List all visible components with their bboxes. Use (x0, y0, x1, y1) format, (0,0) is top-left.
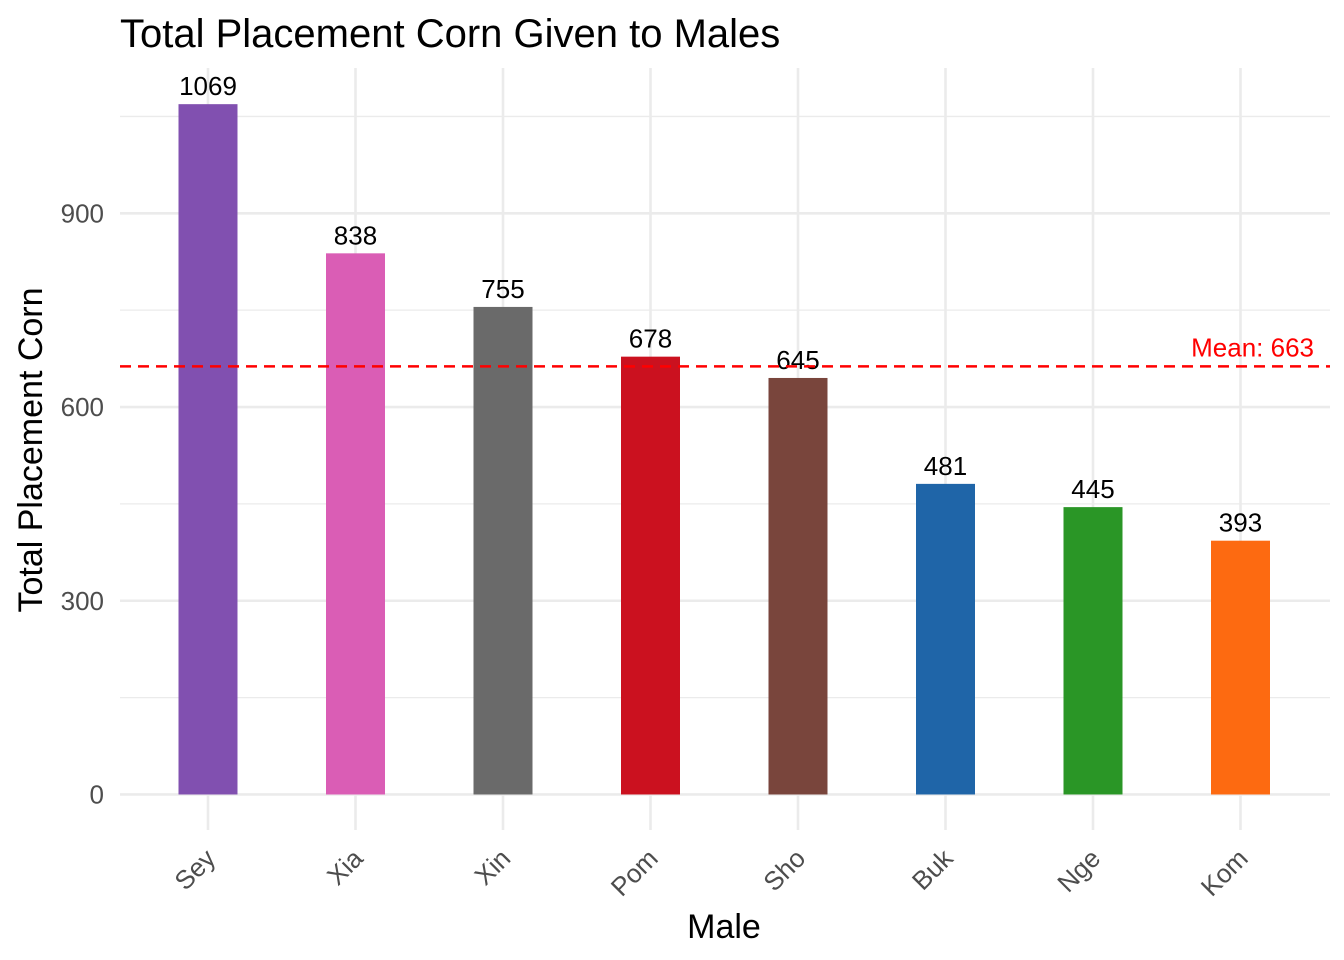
data-label-buk: 481 (924, 451, 967, 481)
data-labels-group: 1069 838 755 678 645 481 445 393 (179, 71, 1262, 538)
mean-label: Mean: 663 (1191, 332, 1314, 362)
bars-group (178, 104, 1270, 795)
data-label-xin: 755 (481, 274, 524, 304)
bar-nge (1063, 507, 1123, 795)
bar-kom (1211, 540, 1270, 795)
y-tick-label: 300 (61, 586, 104, 616)
data-label-sey: 1069 (179, 71, 237, 101)
minor-gridlines (120, 115, 1330, 699)
x-axis-title: Male (687, 908, 761, 946)
y-axis-tick-labels: 0 300 600 900 (61, 198, 104, 809)
bar-buk (916, 483, 975, 795)
bar-sey (178, 104, 238, 795)
y-tick-label: 0 (90, 779, 104, 809)
chart-title: Total Placement Corn Given to Males (120, 12, 780, 56)
data-label-xia: 838 (334, 220, 377, 250)
bar-pom (621, 356, 680, 795)
bar-xia (326, 253, 385, 795)
data-label-pom: 678 (629, 324, 672, 354)
y-tick-label: 900 (61, 198, 104, 228)
data-label-sho: 645 (776, 345, 819, 375)
data-label-nge: 445 (1071, 474, 1114, 504)
y-tick-label: 600 (61, 392, 104, 422)
data-label-kom: 393 (1219, 508, 1262, 538)
bar-xin (473, 306, 533, 795)
bar-sho (768, 377, 828, 795)
y-axis-title: Total Placement Corn (12, 287, 50, 612)
